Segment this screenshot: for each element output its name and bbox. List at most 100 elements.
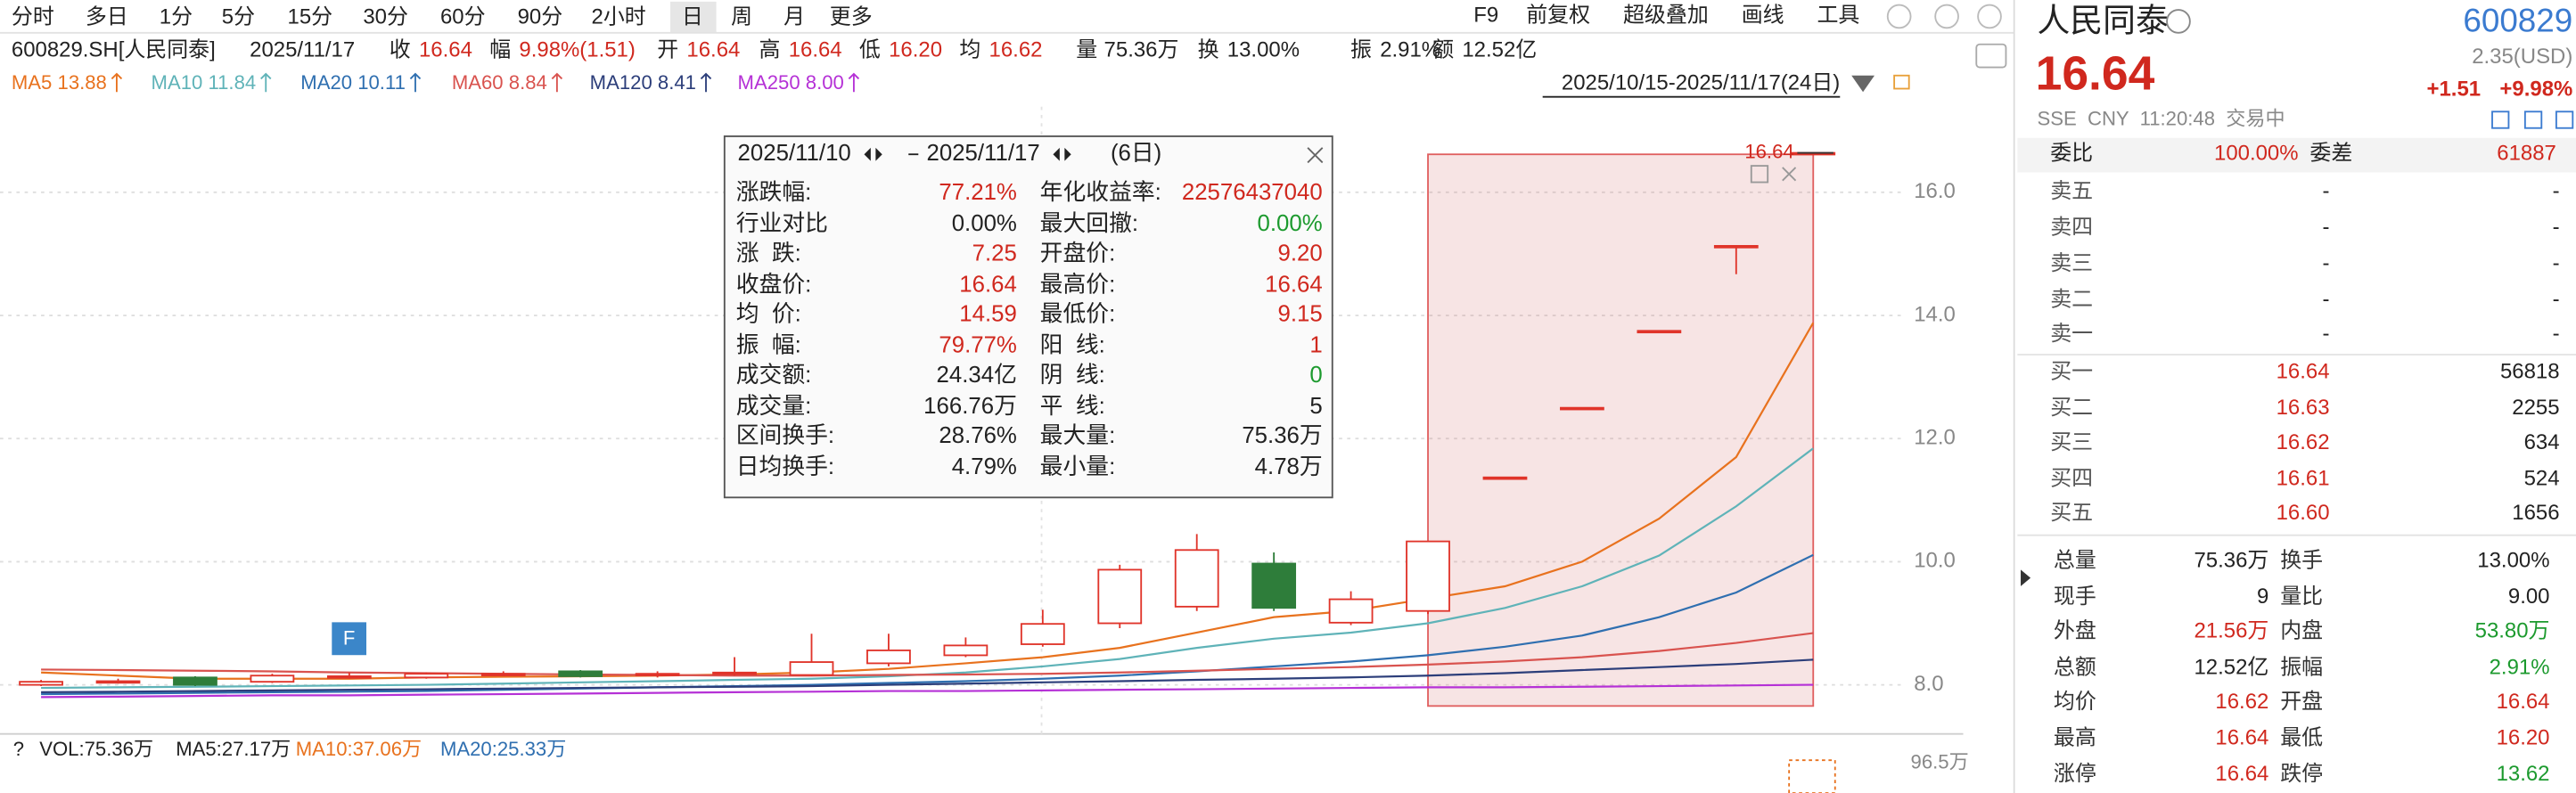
ma-legend-name: MA60 [452, 71, 504, 94]
ma-line [41, 322, 1815, 680]
order-volume: 524 [2524, 466, 2560, 490]
help-icon[interactable]: ? [13, 738, 24, 760]
stats-popup [723, 135, 1333, 499]
order-value: 100.00% [2214, 142, 2299, 166]
candle-body [1637, 330, 1682, 334]
stat-value: 9.00 [2508, 585, 2550, 609]
last-price: 16.64 [2036, 48, 2155, 101]
stat-value: 13.62 [2497, 762, 2550, 786]
expand-arrow[interactable] [2021, 569, 2031, 586]
period-button[interactable]: 多日 [86, 5, 128, 29]
popup-label: 最高价: [1040, 271, 1116, 297]
candle-body [173, 676, 217, 686]
tool-button[interactable]: F9 [1473, 4, 1498, 28]
stat-label: 总量 [2054, 549, 2096, 573]
tool-button[interactable]: 工具 [1817, 4, 1859, 28]
volume-box [1788, 759, 1836, 793]
info-icon[interactable] [2166, 9, 2191, 34]
lock-icon[interactable] [1893, 74, 1910, 90]
ma-legend-arrow [848, 72, 860, 93]
tool-icon[interactable] [1977, 4, 2002, 29]
candle-body [1174, 549, 1219, 608]
period-button[interactable]: 15分 [288, 5, 333, 29]
quote-label: 量 [1076, 37, 1097, 61]
order-volume: 1656 [2512, 501, 2559, 525]
popup-value: 4.79% [952, 454, 1017, 479]
period-button[interactable]: 2小时 [592, 5, 646, 29]
usd-price: 2.35(USD) [2472, 45, 2572, 69]
y-tick-label: 10.0 [1914, 549, 1956, 573]
stat-value: 16.20 [2497, 726, 2550, 750]
dropdown-icon[interactable] [1851, 75, 1875, 93]
end-step[interactable] [1053, 147, 1071, 161]
tool-icon[interactable] [1934, 4, 1959, 29]
volume-legend: MA5:27.17万 [176, 738, 291, 760]
popup-label: 最大量: [1040, 422, 1116, 448]
volume-legend: MA10:37.06万 [296, 738, 422, 760]
ratio-row-bg [2017, 137, 2576, 173]
stat-label: 内盘 [2280, 619, 2323, 643]
ma-legend: MA10 11.84 [152, 71, 257, 94]
selection-window-icon[interactable] [1750, 165, 1769, 184]
stat-label: 量比 [2280, 585, 2323, 609]
tool-button[interactable]: 超级叠加 [1623, 4, 1709, 28]
stat-label: 开盘 [2280, 690, 2323, 714]
period-button[interactable]: 1分 [160, 5, 193, 29]
panel-icon[interactable] [2491, 110, 2510, 129]
start-step[interactable] [864, 147, 882, 161]
tool-icon[interactable] [1886, 4, 1912, 29]
order-volume: 56818 [2500, 360, 2560, 384]
popup-value: 16.64 [959, 272, 1017, 297]
price-change: +1.51 [2427, 78, 2482, 102]
period-button[interactable]: 更多 [830, 5, 873, 29]
period-button[interactable]: 周 [731, 5, 752, 29]
ma-legend-value: 8.00 [806, 71, 844, 94]
period-button[interactable]: 60分 [440, 5, 486, 29]
tool-button[interactable]: 前复权 [1526, 4, 1590, 28]
candle-body [1713, 245, 1759, 249]
order-label: 卖五 [2050, 179, 2093, 203]
candle-body [95, 680, 141, 684]
quote-date: 2025/11/17 [250, 37, 355, 61]
stat-value: 21.56万 [2194, 619, 2268, 643]
popup-close[interactable] [1307, 147, 1324, 164]
ma-legend-name: MA250 [738, 71, 800, 94]
tool-button[interactable]: 画线 [1742, 4, 1784, 28]
quote-label: 开 [657, 37, 678, 61]
candle-body [1328, 598, 1374, 624]
order-label: 买一 [2050, 360, 2093, 384]
ma-legend: MA120 8.41 [590, 71, 696, 94]
range-label[interactable]: 2025/10/15-2025/11/17(24日) [1562, 70, 1840, 94]
period-button[interactable]: 日 [682, 5, 703, 29]
period-button[interactable]: 月 [783, 5, 805, 29]
stock-code: 600829.SH[人民同泰] [12, 37, 216, 61]
event-marker[interactable] [332, 622, 367, 656]
volume-legend: VOL:75.36万 [39, 738, 153, 760]
panel-icon[interactable] [2555, 110, 2574, 129]
wp-icon[interactable] [1975, 43, 2007, 69]
y-tick-label: 14.0 [1914, 302, 1956, 326]
candle-body [1560, 406, 1604, 411]
period-button[interactable]: 90分 [518, 5, 563, 29]
popup-value: 24.34亿 [937, 362, 1017, 388]
popup-value: 77.21% [939, 180, 1017, 205]
stat-value: 9 [2257, 585, 2268, 609]
candle-body [19, 681, 63, 686]
candle-body [1251, 562, 1297, 609]
stat-value: 75.36万 [2194, 549, 2268, 573]
ma-line [41, 658, 1814, 693]
period-button[interactable]: 5分 [222, 5, 255, 29]
popup-value: 4.78万 [1255, 454, 1323, 479]
ma-legend-arrow [409, 72, 422, 93]
popup-label: 成交额: [736, 362, 812, 388]
panel-icon[interactable] [2523, 110, 2543, 129]
order-price: 16.60 [2277, 501, 2330, 525]
quote-value: 16.64 [686, 37, 740, 61]
selection-close[interactable] [1782, 167, 1797, 182]
stat-value: 2.91% [2490, 655, 2550, 679]
period-button[interactable]: 分时 [12, 5, 54, 29]
candle-body [1097, 568, 1143, 625]
order-label: 卖四 [2050, 215, 2093, 239]
period-button[interactable]: 30分 [363, 5, 408, 29]
popup-label: 成交量: [736, 393, 812, 419]
